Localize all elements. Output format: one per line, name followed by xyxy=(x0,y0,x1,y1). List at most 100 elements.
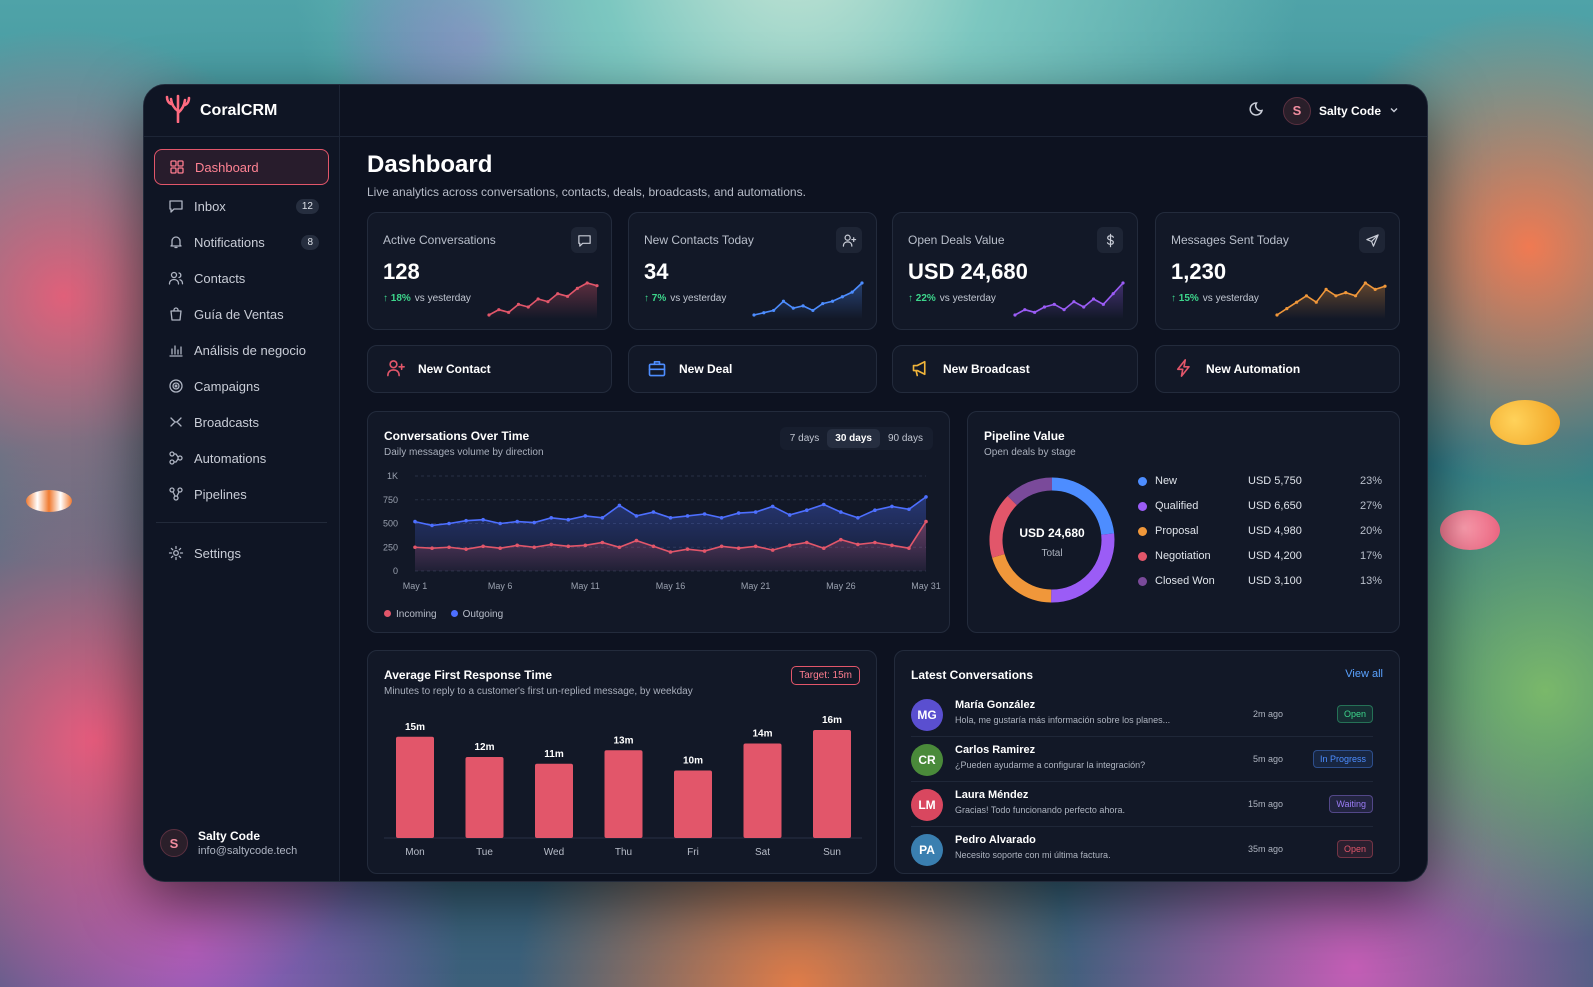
delta-percent: ↑ 18% xyxy=(383,293,411,304)
sparkline-point xyxy=(1324,287,1328,291)
range-option[interactable]: 7 days xyxy=(789,433,820,444)
donut-slice-new xyxy=(1051,477,1115,535)
stage-label: New xyxy=(1155,475,1178,487)
stage-label: Proposal xyxy=(1155,525,1199,537)
card-subtitle: Open deals by stage xyxy=(984,447,1076,458)
action-new-deal-button[interactable]: New Deal xyxy=(628,345,877,393)
data-point-outgoing xyxy=(668,516,673,520)
kpi-card[interactable]: Messages Sent Today 1,230 ↑ 15% vs yesterda… xyxy=(1155,212,1400,330)
view-all-link[interactable]: View all xyxy=(1345,668,1383,680)
kpi-card[interactable]: Open Deals Value USD 24,680 ↑ 22% vs yester… xyxy=(892,212,1138,330)
sidebar-item-inbox[interactable]: Inbox 12 xyxy=(154,188,329,224)
sparkline-point xyxy=(860,281,864,285)
range-option[interactable]: 30 days xyxy=(827,429,880,448)
card-title: Average First Response Time xyxy=(384,668,553,682)
x-tick-label: May 1 xyxy=(403,581,428,591)
sparkline-point xyxy=(1275,313,1279,317)
action-new-broadcast-button[interactable]: New Broadcast xyxy=(892,345,1138,393)
user-name: Salty Code xyxy=(198,829,261,843)
sidebar-item-pipelines[interactable]: Pipelines xyxy=(154,476,329,512)
sparkline-point xyxy=(595,284,599,288)
bar-data-label: 13m xyxy=(613,735,633,746)
fish-decoration xyxy=(26,490,72,512)
conversations-chart: 0 250 500 750 1K May 1 May 6 May 11 May 16 May 21… xyxy=(383,471,941,591)
legend-dot xyxy=(1138,526,1147,536)
data-point-incoming xyxy=(498,546,502,550)
conversation-row[interactable]: MG María González Hola, me gustaría más in… xyxy=(911,693,1373,737)
data-point-outgoing xyxy=(736,511,741,515)
action-label: New Automation xyxy=(1206,362,1301,376)
bar-thu xyxy=(604,750,643,838)
donut-slice-negotiation xyxy=(989,495,1018,558)
pipeline-legend-row: Proposal USD 4,980 20% xyxy=(1138,525,1382,537)
stage-percent: 20% xyxy=(1359,525,1382,537)
donut-total-label: Total xyxy=(1041,548,1063,559)
x-tick-label: Thu xyxy=(615,847,632,858)
sparkline-point xyxy=(1042,305,1047,309)
data-point-outgoing xyxy=(651,510,656,514)
y-tick-label: 1K xyxy=(387,471,398,481)
message-preview: Necesito soporte con mi última factura. xyxy=(955,850,1111,860)
sparkline-area xyxy=(1277,283,1385,319)
legend-item[interactable]: Outgoing xyxy=(450,609,503,620)
sparkline-point xyxy=(1363,281,1367,285)
sidebar-item-contacts[interactable]: Contacts xyxy=(154,260,329,296)
fish-decoration xyxy=(1440,510,1500,550)
bolt-icon xyxy=(1174,358,1194,381)
sidebar-user[interactable]: S Salty Code info@saltycode.tech xyxy=(160,829,297,857)
brand[interactable]: CoralCRM xyxy=(144,85,339,137)
sparkline-point xyxy=(752,313,756,317)
data-point-outgoing xyxy=(413,519,417,524)
sidebar-item-gu-a-de-ventas[interactable]: Guía de Ventas xyxy=(154,296,329,332)
user-menu[interactable]: S Salty Code xyxy=(1282,96,1399,125)
sidebar-item-notifications[interactable]: Notifications 8 xyxy=(154,224,329,260)
sidebar-item-an-lisis-de-negocio[interactable]: Análisis de negocio xyxy=(154,332,329,368)
sidebar-item-automations[interactable]: Automations xyxy=(154,440,329,476)
data-point-incoming xyxy=(702,549,707,553)
x-tick-label: May 16 xyxy=(656,581,686,591)
bar-data-label: 16m xyxy=(822,715,842,726)
avatar: S xyxy=(1282,96,1311,125)
sidebar-item-dashboard[interactable]: Dashboard xyxy=(154,149,329,185)
stage-name: New xyxy=(1138,475,1248,487)
data-point-incoming xyxy=(447,545,451,550)
broadcast-icon xyxy=(168,414,184,430)
sidebar-item-label: Contacts xyxy=(194,270,246,286)
sparkline-point xyxy=(565,294,570,298)
legend-item[interactable]: Incoming xyxy=(384,609,437,620)
range-option[interactable]: 90 days xyxy=(887,433,923,444)
sidebar-item-label: Notifications xyxy=(194,234,265,250)
timestamp: 5m ago xyxy=(1252,754,1283,764)
contact-name: María González xyxy=(955,699,1036,711)
sidebar-item-settings[interactable]: Settings xyxy=(154,535,329,571)
kpi-value: 1,230 xyxy=(1171,259,1227,284)
kpi-card[interactable]: New Contacts Today 34 ↑ 7% vs yesterday xyxy=(628,212,877,330)
x-tick-label: May 31 xyxy=(911,581,941,591)
sidebar-item-campaigns[interactable]: Campaigns xyxy=(154,368,329,404)
kpi-card[interactable]: Active Conversations 128 ↑ 18% vs yesterday xyxy=(367,212,612,330)
data-point-incoming xyxy=(481,544,485,549)
avatar: MG xyxy=(911,699,943,731)
sidebar-item-label: Campaigns xyxy=(194,378,260,394)
conversation-row[interactable]: CR Carlos Ramirez ¿Pueden ayudarme a confi… xyxy=(911,738,1373,782)
data-point-incoming xyxy=(770,548,775,552)
action-new-automation-button[interactable]: New Automation xyxy=(1155,345,1400,393)
kpi-delta: ↑ 22% vs yesterday xyxy=(908,293,996,304)
sparkline-point xyxy=(585,281,589,285)
card-title: Pipeline Value xyxy=(984,429,1065,443)
conversation-row[interactable]: LM Laura Méndez Gracias! Todo funcionando … xyxy=(911,783,1373,827)
action-label: New Broadcast xyxy=(943,362,1030,376)
data-point-incoming xyxy=(839,537,843,542)
card-title: Conversations Over Time xyxy=(384,429,530,443)
sidebar-item-broadcasts[interactable]: Broadcasts xyxy=(154,404,329,440)
user-name: Salty Code xyxy=(1318,103,1381,118)
action-new-contact-button[interactable]: New Contact xyxy=(367,345,612,393)
moon-icon[interactable] xyxy=(1249,99,1267,122)
conversation-row[interactable]: PA Pedro Alvarado Necesito soporte con mi … xyxy=(911,828,1373,872)
count-badge: 8 xyxy=(301,234,319,250)
donut-slice-qualified xyxy=(1050,533,1115,603)
status-badge: Waiting xyxy=(1329,795,1373,813)
sidebar-item-label: Inbox xyxy=(194,198,226,214)
kpi-label: Open Deals Value xyxy=(908,233,1005,247)
donut-total-value: USD 24,680 xyxy=(1019,526,1085,540)
